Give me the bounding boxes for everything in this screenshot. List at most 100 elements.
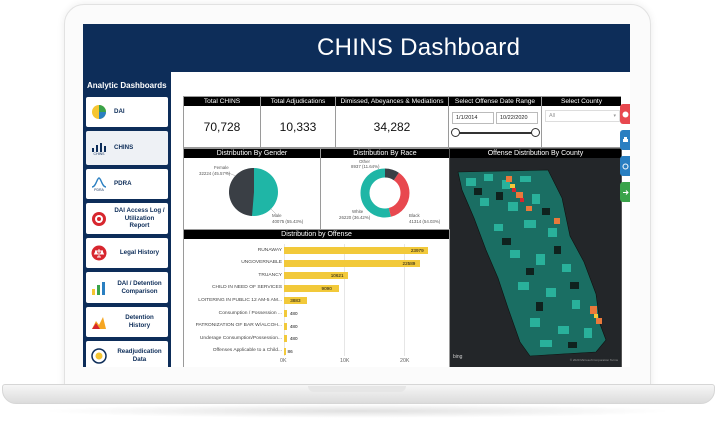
bar-category-label: RUNAWAY <box>257 247 282 253</box>
date-range-filter: Select Offense Date Range 1/1/2014 10/22… <box>448 96 542 148</box>
date-start-input[interactable]: 1/1/2014 <box>452 112 494 124</box>
race-panel: Distribution By Race Other 8937 (11.64%)… <box>320 148 450 230</box>
readjudication-icon <box>91 348 107 364</box>
gender-slice-female <box>228 167 254 216</box>
bar-category-label: CHILD IN NEED OF SERVICES <box>211 285 282 291</box>
bing-logo: bing <box>453 354 463 360</box>
sidebar-item-dai[interactable]: DAI <box>86 97 168 127</box>
date-slider-track[interactable] <box>455 132 535 134</box>
sidebar-item-label: DAI / Detention Comparison <box>117 279 162 295</box>
sidebar-item-detention-history[interactable]: Detention History <box>86 307 168 337</box>
race-other-label: Other <box>359 159 370 164</box>
race-white-label: White <box>352 209 364 214</box>
georgia-county-map[interactable] <box>450 158 621 367</box>
gender-panel: Distribution By Gender Female 32224 (45.… <box>183 148 321 230</box>
dashboard-header: CHINS Dashboard <box>83 24 630 72</box>
date-end-input[interactable]: 10/22/2020 <box>496 112 538 124</box>
gender-female-value: 32224 (45.57%) <box>199 171 231 176</box>
comparison-icon <box>91 280 107 296</box>
chart-gridline <box>344 244 345 356</box>
sidebar-item-label: DAI <box>114 108 125 116</box>
county-select[interactable]: All ▾ <box>545 110 620 122</box>
gender-pie-chart <box>225 167 278 216</box>
refresh-button[interactable] <box>620 156 630 176</box>
laptop-notch <box>308 386 406 392</box>
laptop-screen: CHINS Dashboard Analytic Dashboards DAI … <box>83 24 630 367</box>
race-black-value: 41314 (54.03%) <box>409 219 441 224</box>
bar-value-label: 22589 <box>402 260 416 266</box>
offense-bar[interactable] <box>284 310 287 317</box>
race-slice-white <box>360 168 410 218</box>
bar-value-label: 480 <box>288 310 298 317</box>
kpi-value: 34,282 <box>373 120 411 134</box>
access-log-icon <box>91 211 107 227</box>
x-tick-label: 0K <box>280 358 287 364</box>
kpi-value: 10,333 <box>279 120 317 134</box>
bar-category-label: TRUANCY <box>258 272 282 278</box>
offense-bar[interactable] <box>284 347 286 355</box>
date-slider-start-handle[interactable] <box>451 128 460 137</box>
offense-bar-chart: 0K 10K 20K RUNAWAY 23979 UNGOVERNABLE 22589 TRU… <box>184 230 449 367</box>
county-map-panel: Offense Distribution By County <box>449 148 622 367</box>
gender-female-label: Female <box>214 165 229 170</box>
pdf-icon <box>622 111 628 117</box>
kpi-value: 70,728 <box>203 120 241 134</box>
bar-category-label: Offenses Applicable to a Child... <box>212 348 282 354</box>
offense-bar[interactable] <box>284 284 339 292</box>
print-button[interactable] <box>620 130 630 150</box>
bar-category-label: Consumption / Possession ... <box>218 310 282 316</box>
pdf-button[interactable] <box>620 104 630 124</box>
chevron-down-icon: ▾ <box>613 113 616 119</box>
offense-bar[interactable] <box>284 335 287 343</box>
bar-value-label: 23979 <box>410 248 424 253</box>
sidebar-item-chins[interactable]: CHINS CHINS <box>86 131 168 165</box>
kpi-total-chins: Total CHINS 70,728 <box>183 96 261 148</box>
date-slider-end-handle[interactable] <box>531 128 540 137</box>
bar-value-label: 10621 <box>330 273 344 279</box>
offense-bar[interactable] <box>284 247 428 254</box>
bar-category-label: UNGOVERNABLE <box>241 260 282 266</box>
bar-value-label: 480 <box>288 322 298 330</box>
bar-value-label: 3883 <box>290 298 301 304</box>
chart-gridline <box>404 244 405 356</box>
x-tick-label: 20K <box>400 358 410 364</box>
logout-button[interactable] <box>620 182 630 202</box>
offense-panel: Distribution by Offense 0K 10K 20K RUNAWAY 2… <box>183 229 450 367</box>
race-slice-other <box>360 168 410 218</box>
sidebar-item-pdra[interactable]: PDRA PDRA <box>86 169 168 199</box>
print-icon <box>622 136 628 142</box>
bar-category-label: PATRONIZATION OF BAR W/ALCOH... <box>195 323 282 329</box>
race-white-value: 26220 (36.42%) <box>339 215 371 220</box>
x-tick-label: 10K <box>340 358 350 364</box>
offense-bar[interactable] <box>284 272 348 280</box>
sidebar-item-comparison[interactable]: DAI / Detention Comparison <box>86 272 168 303</box>
sidebar-item-label: Detention History <box>125 314 154 329</box>
bar-value-label: 480 <box>288 335 298 343</box>
offense-bar[interactable] <box>284 297 308 305</box>
sidebar-item-legal-history[interactable]: Legal History <box>86 238 168 268</box>
race-other-value: 8937 (11.64%) <box>351 164 380 169</box>
bar-value-label: 86 <box>286 347 293 355</box>
offense-chart-title: Distribution by Offense <box>184 230 449 239</box>
gender-male-value: 40075 (55.43%) <box>272 219 304 224</box>
offense-bar[interactable] <box>284 322 287 330</box>
sidebar-item-label: DAI Access Log / Utilization Report <box>114 206 165 230</box>
laptop-shadow <box>40 404 675 418</box>
bar-value-label: 9090 <box>321 285 332 291</box>
kpi-total-adjudications: Total Adjudications 10,333 <box>260 96 336 148</box>
dai-icon <box>91 104 107 120</box>
county-filter: Select County All ▾ <box>541 96 621 148</box>
sidebar-item-readjudication[interactable]: Readjudication Data <box>86 341 168 367</box>
bar-category-label: Underage Consumption/Possession... <box>199 335 282 341</box>
offense-bar[interactable] <box>284 259 420 267</box>
logout-icon <box>622 189 629 195</box>
sidebar-item-access-log[interactable]: DAI Access Log / Utilization Report <box>86 203 168 234</box>
sidebar-item-label: Readjudication Data <box>117 348 162 363</box>
sidebar-item-label: Legal History <box>119 249 160 257</box>
kpi-dismissed: Dimissed, Abeyances & Mediations 34,282 <box>335 96 449 148</box>
page-title: CHINS Dashboard <box>317 34 521 61</box>
race-black-label: Black <box>409 213 420 218</box>
chins-icon: CHINS <box>91 140 107 156</box>
sidebar-item-label: CHINS <box>114 144 134 152</box>
refresh-icon <box>622 163 628 169</box>
